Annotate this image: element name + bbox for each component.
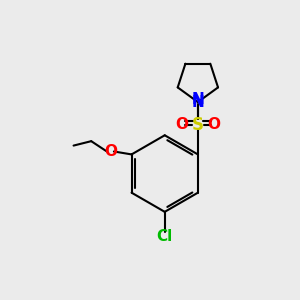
Text: O: O <box>175 118 188 133</box>
Text: S: S <box>192 116 204 134</box>
Text: Cl: Cl <box>157 230 173 244</box>
Text: N: N <box>191 92 204 107</box>
Text: N: N <box>191 94 204 110</box>
Text: O: O <box>104 144 117 159</box>
Text: O: O <box>208 118 220 133</box>
